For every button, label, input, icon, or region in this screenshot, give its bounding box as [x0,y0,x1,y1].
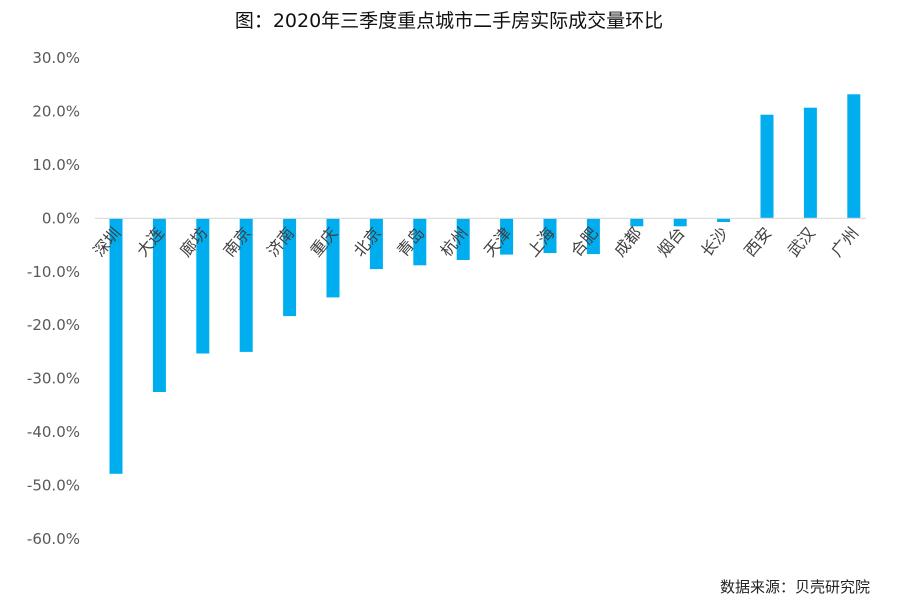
bar-长沙 [717,218,731,222]
bar-廊坊 [196,218,210,354]
bar-合肥 [586,218,600,255]
y-tick-label: -20.0% [27,316,80,334]
y-tick-label: 10.0% [32,156,80,174]
y-tick-label: -30.0% [27,370,80,388]
bar-成都 [630,218,644,227]
x-category-label: 西安 [740,224,775,261]
bar-青岛 [413,218,427,266]
bar-西安 [760,114,774,219]
bar-重庆 [326,218,340,298]
bar-广州 [847,94,861,219]
source-note: 数据来源：贝壳研究院 [719,578,870,596]
bar-杭州 [456,218,470,260]
y-tick-label: -50.0% [27,477,80,495]
y-axis: 30.0% 20.0% 10.0% 0.0% -10.0% -20.0% -30.0% -40… [27,49,80,548]
bar-南京 [239,218,253,352]
y-tick-label: 30.0% [32,49,80,67]
y-tick-label: -10.0% [27,263,80,281]
bar-烟台 [673,218,687,227]
bar-上海 [543,218,557,253]
bar-大连 [152,218,166,392]
y-tick-label: -60.0% [27,530,80,548]
x-category-label: 成都 [610,224,645,261]
x-category-label: 烟台 [654,224,689,261]
bar-武汉 [803,107,817,219]
y-tick-label: -40.0% [27,423,80,441]
chart-title: 图：2020年三季度重点城市二手房实际成交量环比 [234,10,664,32]
bar-天津 [500,218,514,255]
bar-北京 [369,218,383,270]
x-category-label: 武汉 [784,224,819,261]
bar-深圳 [109,218,123,474]
x-category-label: 广州 [827,224,862,261]
y-tick-label: 0.0% [42,209,80,227]
bar-济南 [283,218,297,317]
y-tick-label: 20.0% [32,102,80,120]
x-category-label: 长沙 [697,224,732,261]
bars-layer [109,94,861,474]
